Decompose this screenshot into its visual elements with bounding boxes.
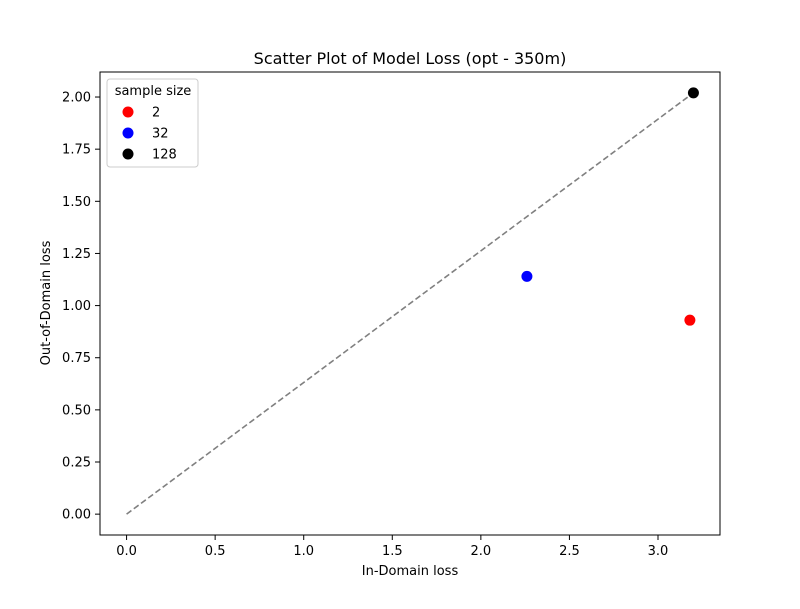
- y-axis-label: Out-of-Domain loss: [39, 240, 54, 365]
- y-tick-label: 0.75: [62, 351, 91, 366]
- reference-line: [126, 92, 694, 515]
- y-tick-label: 1.00: [62, 299, 91, 314]
- legend-frame: [106, 78, 199, 168]
- data-point-128: [687, 87, 699, 99]
- legend-marker-128: [122, 148, 134, 160]
- legend: sample size 2 32 128: [106, 78, 199, 168]
- x-tick-label: 0.0: [116, 544, 137, 559]
- x-tick-label: 2.5: [559, 544, 580, 559]
- y-tick-label: 0.00: [62, 508, 91, 523]
- chart-title: Scatter Plot of Model Loss (opt - 350m): [254, 49, 567, 68]
- y-tick-label: 1.25: [62, 247, 91, 262]
- y-tick-label: 1.75: [62, 143, 91, 158]
- legend-marker-2: [122, 106, 134, 118]
- legend-title: sample size: [115, 84, 192, 99]
- x-tick-label: 1.5: [382, 544, 403, 559]
- data-point-2: [684, 314, 696, 326]
- axes-frame: [99, 71, 721, 536]
- data-point-32: [521, 270, 533, 282]
- y-tick-label: 0.25: [62, 456, 91, 471]
- legend-marker-32: [122, 127, 134, 139]
- plot-area: 0.0 0.5 1.0 1.5 2.0 2.5 3.0 0.00 0.25 0.50 0.75 1.0…: [62, 71, 721, 559]
- x-tick-label: 3.0: [648, 544, 669, 559]
- legend-label-32: 32: [152, 127, 169, 142]
- x-tick-label: 0.5: [205, 544, 226, 559]
- y-tick-label: 0.50: [62, 403, 91, 418]
- x-tick-label: 2.0: [471, 544, 492, 559]
- y-tick-label: 2.00: [62, 91, 91, 106]
- legend-label-128: 128: [152, 148, 177, 163]
- legend-label-2: 2: [152, 106, 160, 121]
- x-axis-label: In-Domain loss: [362, 564, 459, 579]
- x-tick-label: 1.0: [293, 544, 314, 559]
- y-tick-label: 1.50: [62, 195, 91, 210]
